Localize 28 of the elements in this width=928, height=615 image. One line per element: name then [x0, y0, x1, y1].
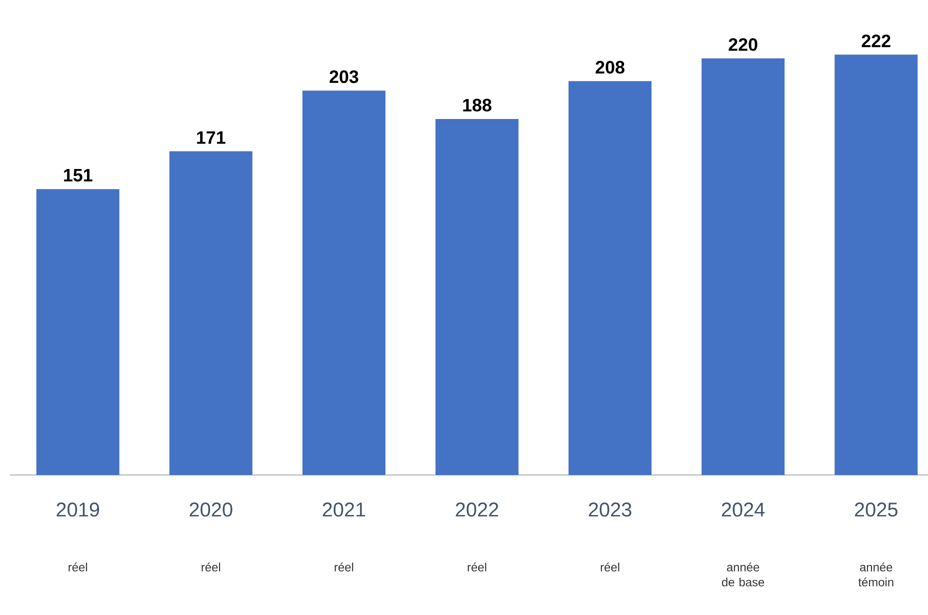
x-tick-label: 2024 — [722, 502, 765, 517]
x-tick-label: 2022 — [456, 502, 498, 517]
text: réel — [68, 562, 88, 572]
bar — [36, 189, 120, 475]
x-tick-label: 2025 — [854, 502, 898, 517]
text: réel — [202, 562, 220, 572]
x-tick-label: 2020 — [190, 502, 232, 517]
x-tick-label: 2019 — [56, 502, 100, 517]
data-label: 208 — [596, 60, 624, 74]
bar — [834, 54, 918, 475]
text: année de base — [722, 562, 764, 586]
bar — [302, 90, 386, 475]
data-label: 171 — [197, 131, 226, 144]
text: réel — [334, 562, 354, 572]
data-label: 203 — [330, 70, 358, 84]
data-label: 151 — [64, 169, 92, 182]
bar — [435, 119, 518, 475]
data-label: 188 — [463, 98, 492, 112]
bar — [169, 151, 252, 475]
text: réel — [468, 562, 486, 572]
text: année témoin — [858, 562, 894, 586]
x-tick-label: 2023 — [588, 502, 632, 517]
bar — [702, 58, 785, 475]
bar — [568, 81, 652, 475]
text: réel — [600, 562, 620, 572]
data-label: 220 — [728, 38, 758, 51]
data-label: 222 — [862, 34, 890, 48]
x-tick-label: 2021 — [322, 502, 366, 517]
